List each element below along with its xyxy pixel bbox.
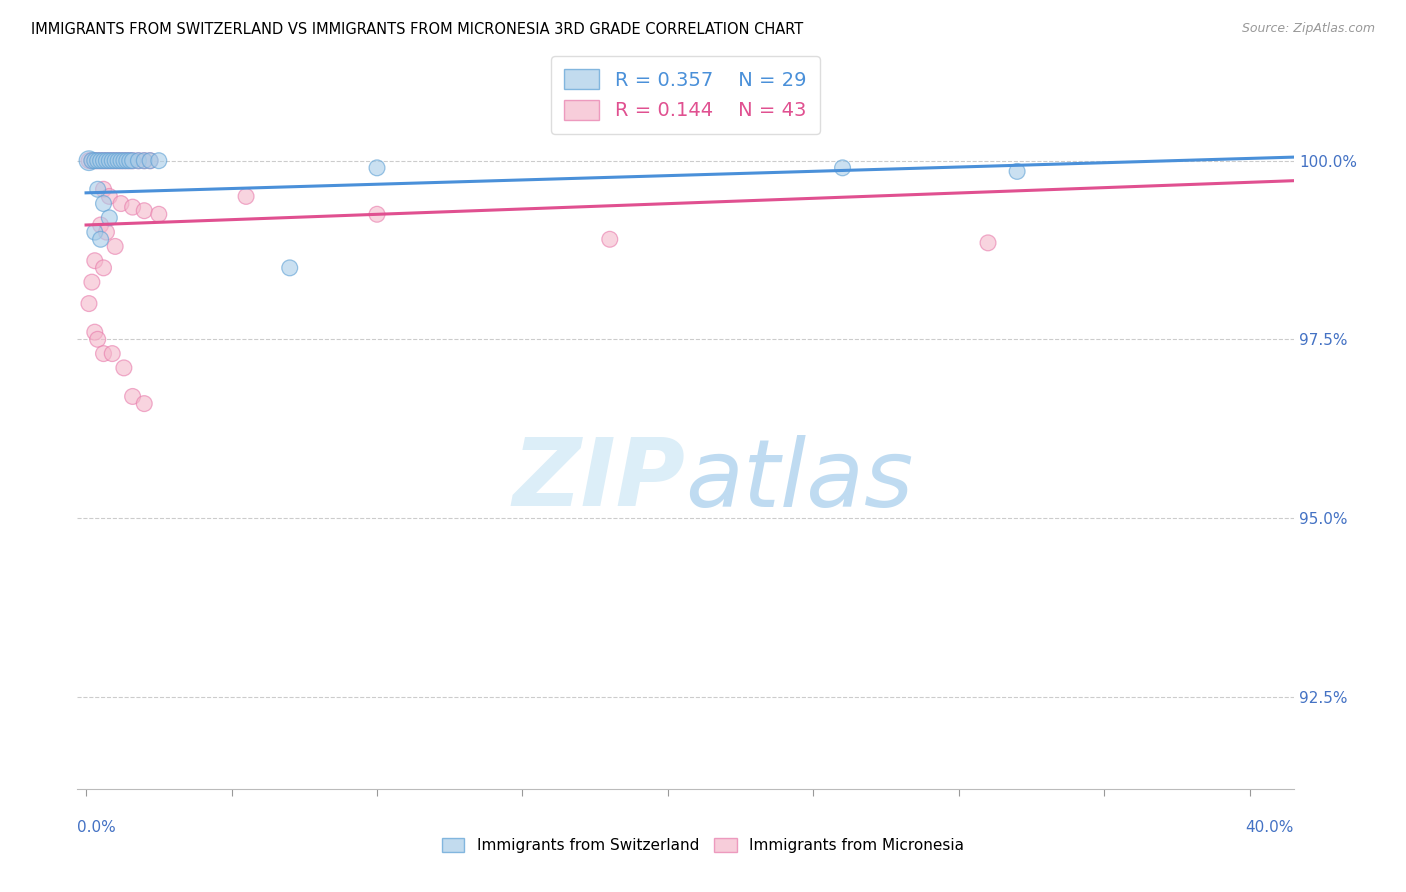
Point xyxy=(121,389,143,403)
Point xyxy=(104,239,127,253)
Point xyxy=(96,153,118,168)
Point xyxy=(235,189,257,203)
Point xyxy=(98,211,121,225)
Text: atlas: atlas xyxy=(686,434,914,526)
Point xyxy=(93,153,115,168)
Point xyxy=(115,153,138,168)
Point xyxy=(83,225,105,239)
Point xyxy=(86,182,108,196)
Text: IMMIGRANTS FROM SWITZERLAND VS IMMIGRANTS FROM MICRONESIA 3RD GRADE CORRELATION : IMMIGRANTS FROM SWITZERLAND VS IMMIGRANT… xyxy=(31,22,803,37)
Point xyxy=(96,225,118,239)
Text: 40.0%: 40.0% xyxy=(1246,821,1294,835)
Point xyxy=(80,153,103,168)
Point xyxy=(831,161,853,175)
Point xyxy=(112,153,135,168)
Point xyxy=(127,153,149,168)
Point xyxy=(90,232,112,246)
Legend: Immigrants from Switzerland, Immigrants from Micronesia: Immigrants from Switzerland, Immigrants … xyxy=(436,832,970,859)
Point xyxy=(93,346,115,360)
Point xyxy=(77,153,100,168)
Point xyxy=(977,235,1000,250)
Point xyxy=(115,153,138,168)
Point xyxy=(96,153,118,168)
Text: Source: ZipAtlas.com: Source: ZipAtlas.com xyxy=(1241,22,1375,36)
Point xyxy=(90,153,112,168)
Point xyxy=(110,153,132,168)
Point xyxy=(107,153,129,168)
Point xyxy=(110,196,132,211)
Point xyxy=(86,332,108,346)
Point xyxy=(104,153,127,168)
Point xyxy=(86,153,108,168)
Point xyxy=(83,253,105,268)
Point xyxy=(104,153,127,168)
Point xyxy=(90,153,112,168)
Point xyxy=(86,153,108,168)
Point xyxy=(93,260,115,275)
Point xyxy=(98,153,121,168)
Point xyxy=(93,182,115,196)
Point xyxy=(127,153,149,168)
Point xyxy=(134,396,156,410)
Point xyxy=(107,153,129,168)
Point xyxy=(118,153,141,168)
Text: 0.0%: 0.0% xyxy=(77,821,117,835)
Point xyxy=(112,360,135,375)
Point xyxy=(80,153,103,168)
Point xyxy=(77,153,100,168)
Point xyxy=(118,153,141,168)
Point xyxy=(366,161,388,175)
Point xyxy=(110,153,132,168)
Text: ZIP: ZIP xyxy=(513,434,686,526)
Point xyxy=(139,153,162,168)
Point xyxy=(77,296,100,310)
Point xyxy=(101,346,124,360)
Point xyxy=(83,325,105,339)
Point xyxy=(599,232,621,246)
Point xyxy=(366,207,388,221)
Point xyxy=(83,153,105,168)
Point xyxy=(139,153,162,168)
Point xyxy=(101,153,124,168)
Point xyxy=(83,153,105,168)
Point xyxy=(134,153,156,168)
Point xyxy=(98,153,121,168)
Point xyxy=(121,153,143,168)
Point xyxy=(148,153,170,168)
Point xyxy=(148,207,170,221)
Point xyxy=(134,203,156,218)
Point xyxy=(80,275,103,289)
Point xyxy=(112,153,135,168)
Point xyxy=(101,153,124,168)
Point xyxy=(90,218,112,232)
Point xyxy=(98,189,121,203)
Point xyxy=(93,196,115,211)
Point xyxy=(134,153,156,168)
Legend: R = 0.357    N = 29, R = 0.144    N = 43: R = 0.357 N = 29, R = 0.144 N = 43 xyxy=(551,56,820,134)
Point xyxy=(278,260,301,275)
Point xyxy=(121,153,143,168)
Point xyxy=(121,200,143,214)
Point xyxy=(93,153,115,168)
Point xyxy=(1005,164,1028,178)
